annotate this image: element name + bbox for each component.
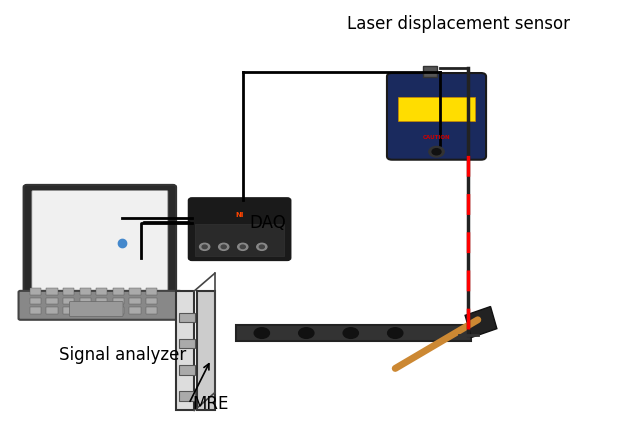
Bar <box>112 298 124 304</box>
Circle shape <box>256 243 267 251</box>
Circle shape <box>200 243 210 251</box>
Bar <box>63 298 75 304</box>
Bar <box>179 365 195 375</box>
Bar <box>30 288 41 295</box>
Text: Laser displacement sensor: Laser displacement sensor <box>347 15 570 32</box>
Bar <box>96 288 107 295</box>
FancyBboxPatch shape <box>24 185 176 299</box>
Text: CAUTION: CAUTION <box>423 135 450 140</box>
Bar <box>30 298 41 304</box>
Bar <box>398 97 475 121</box>
Bar <box>80 298 91 304</box>
FancyBboxPatch shape <box>70 302 123 316</box>
Bar <box>129 307 140 314</box>
Bar <box>112 288 124 295</box>
Text: DAQ: DAQ <box>250 214 286 232</box>
Bar <box>96 298 107 304</box>
Circle shape <box>238 243 248 251</box>
Circle shape <box>221 245 226 249</box>
FancyBboxPatch shape <box>189 198 290 260</box>
Text: Signal analyzer: Signal analyzer <box>59 346 186 364</box>
Circle shape <box>241 245 246 249</box>
Bar <box>197 291 215 410</box>
Text: NI: NI <box>235 212 244 218</box>
Bar <box>80 307 91 314</box>
Bar <box>145 307 157 314</box>
Circle shape <box>259 245 264 249</box>
Bar <box>145 298 157 304</box>
FancyBboxPatch shape <box>32 190 168 293</box>
Bar <box>47 307 58 314</box>
Bar <box>179 339 195 348</box>
Bar <box>80 288 91 295</box>
Bar <box>47 288 58 295</box>
Bar <box>176 291 194 410</box>
Bar <box>237 325 471 341</box>
FancyBboxPatch shape <box>19 291 181 320</box>
Circle shape <box>429 146 444 157</box>
Bar <box>423 65 436 77</box>
Bar <box>47 298 58 304</box>
Circle shape <box>343 328 359 338</box>
Circle shape <box>388 328 403 338</box>
Text: MRE: MRE <box>193 395 229 413</box>
Polygon shape <box>465 307 497 337</box>
Circle shape <box>219 243 229 251</box>
FancyBboxPatch shape <box>387 73 486 160</box>
Bar <box>63 288 75 295</box>
Bar <box>145 288 157 295</box>
Bar <box>195 224 284 256</box>
Circle shape <box>299 328 314 338</box>
Bar <box>96 307 107 314</box>
Bar <box>112 307 124 314</box>
Circle shape <box>432 149 441 155</box>
Bar <box>63 307 75 314</box>
Bar <box>179 391 195 401</box>
Bar <box>129 298 140 304</box>
Bar <box>179 312 195 322</box>
Circle shape <box>202 245 207 249</box>
Circle shape <box>254 328 269 338</box>
Bar <box>129 288 140 295</box>
Bar <box>30 307 41 314</box>
